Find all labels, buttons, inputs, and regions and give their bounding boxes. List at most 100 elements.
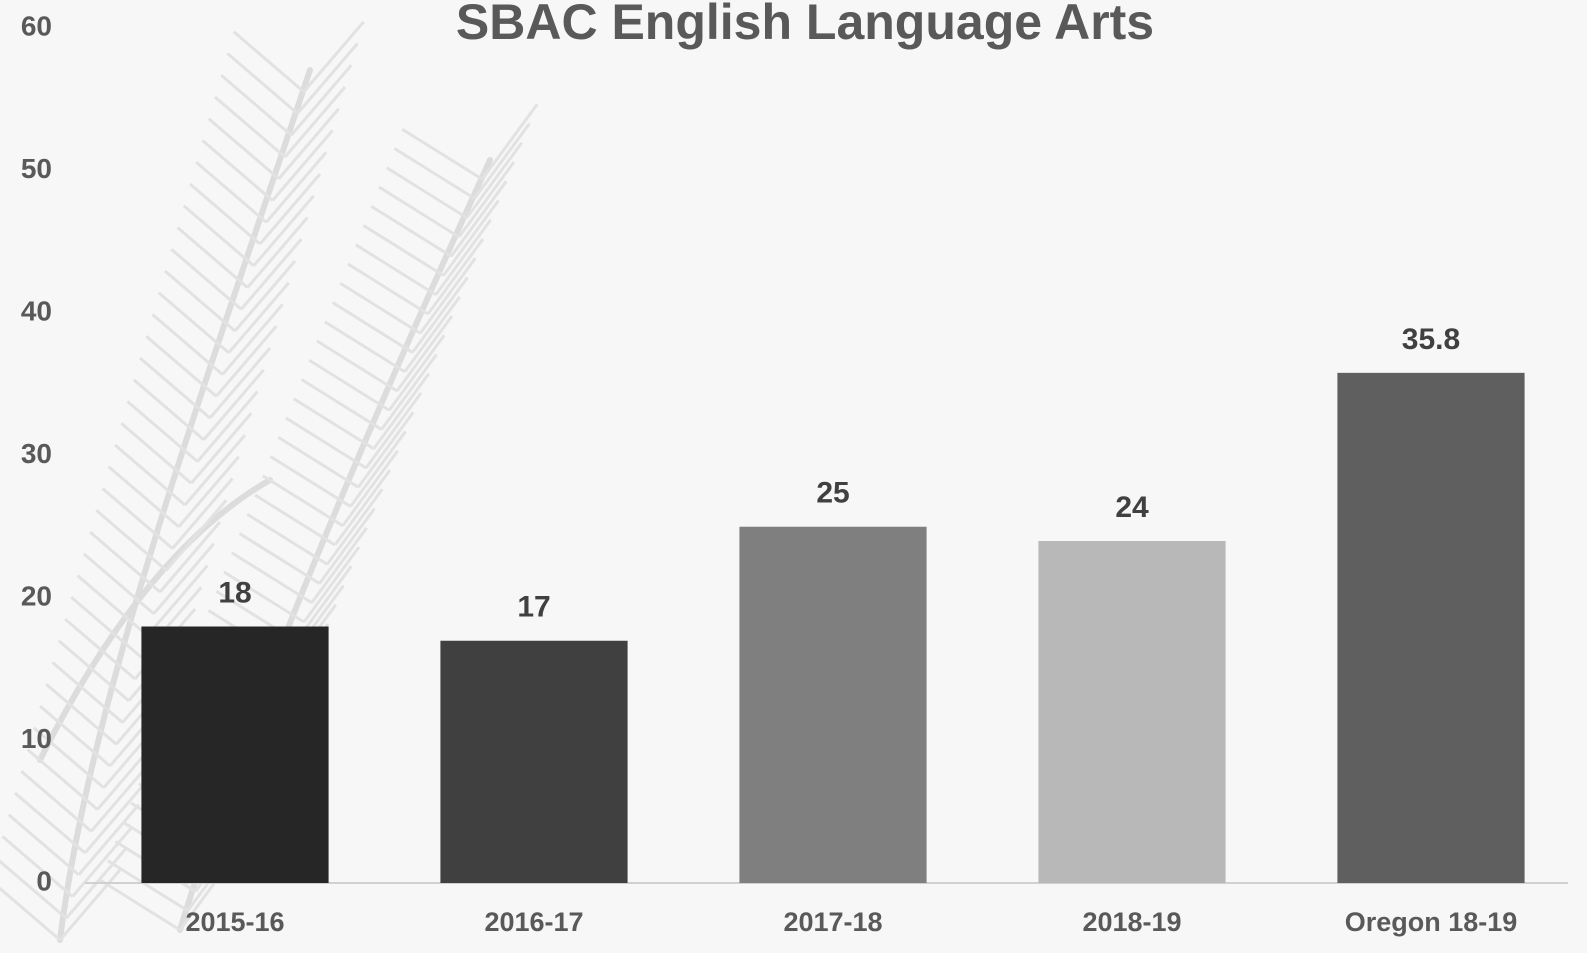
- fern-leaf: [252, 194, 315, 267]
- fern-leaf: [223, 570, 305, 624]
- fern-leaf: [226, 52, 299, 115]
- fern-leaf: [372, 372, 430, 450]
- y-tick-label: 10: [21, 723, 52, 754]
- fern-leaf: [326, 488, 384, 566]
- fern-leaf: [14, 791, 86, 855]
- fern-leaf: [99, 878, 181, 932]
- y-tick-label: 60: [21, 10, 52, 41]
- fern-leaf: [126, 400, 199, 463]
- fern-leaf: [170, 248, 243, 311]
- y-tick-label: 40: [21, 295, 52, 326]
- fern-leaf: [254, 493, 336, 547]
- fern-leaf: [323, 320, 406, 374]
- fern-leaf: [364, 392, 423, 469]
- fern-leaf: [71, 825, 134, 898]
- fern-leaf: [385, 166, 468, 220]
- fern-leaf: [221, 303, 284, 376]
- fern-leaf: [26, 748, 99, 811]
- fern-leaf: [182, 204, 255, 267]
- fern-leaf: [246, 216, 309, 289]
- fern-leaf: [380, 353, 438, 431]
- fern-leaf: [296, 42, 359, 115]
- y-tick-label: 20: [21, 580, 52, 611]
- fern-leaf: [145, 335, 218, 398]
- x-tick-label: 2016-17: [484, 907, 583, 937]
- fern-leaf: [114, 443, 186, 507]
- x-tick-label: 2018-19: [1082, 907, 1181, 937]
- fern-leaf: [58, 869, 122, 941]
- fern-leaf: [195, 161, 268, 224]
- fern-leaf: [82, 552, 155, 615]
- fern-leaf: [233, 260, 297, 332]
- fern-leaf: [290, 64, 353, 137]
- x-tick-label: 2017-18: [783, 907, 882, 937]
- fern-leaf: [227, 281, 290, 354]
- fern-leaf: [331, 301, 414, 354]
- fern-leaf: [220, 74, 293, 137]
- value-label: 18: [218, 576, 251, 609]
- fern-leaf: [465, 141, 523, 219]
- fern-leaf: [277, 435, 360, 489]
- fern-leaf: [403, 295, 461, 373]
- value-label: 35.8: [1402, 323, 1460, 356]
- fern-leaf: [107, 465, 180, 528]
- fern-leaf: [258, 173, 322, 245]
- fern-leaf: [393, 147, 476, 200]
- fern-leaf: [132, 378, 205, 441]
- fern-leaf: [196, 390, 259, 463]
- value-label: 24: [1115, 491, 1149, 524]
- y-tick-label: 30: [21, 438, 52, 469]
- fern-leaf: [302, 20, 365, 93]
- fern-leaf: [45, 683, 118, 746]
- fern-leaf: [419, 257, 477, 335]
- fern-leaf: [283, 86, 347, 158]
- fern-leaf: [151, 313, 224, 376]
- fern-leaf: [146, 564, 209, 637]
- fern-leaf: [232, 30, 305, 93]
- fern-leaf: [120, 422, 193, 485]
- chart-title: SBAC English Language Arts: [456, 0, 1154, 50]
- fern-leaf: [261, 474, 344, 528]
- fern-leaf: [214, 95, 286, 159]
- fern-leaf: [310, 526, 368, 604]
- fern-leaf: [190, 412, 253, 485]
- bar: [1337, 372, 1525, 883]
- fern-leaf: [7, 813, 80, 876]
- fern-leaf: [238, 532, 321, 585]
- fern-leaf: [77, 803, 140, 876]
- fern-leaf: [64, 617, 136, 681]
- fern-leaf: [202, 368, 265, 441]
- fern-leaf: [318, 507, 376, 585]
- fern-leaf: [265, 151, 328, 224]
- fern-leaf: [165, 499, 228, 572]
- fern-leaf: [189, 182, 261, 246]
- bar: [141, 626, 329, 883]
- fern-leaf: [83, 782, 147, 854]
- fern-leaf: [357, 411, 415, 489]
- fern-leaf: [207, 117, 280, 180]
- fern-leaf: [70, 596, 143, 659]
- x-tick-label: 2015-16: [185, 907, 284, 937]
- fern-leaf: [442, 199, 500, 277]
- fern-leaf: [183, 434, 247, 506]
- fern-leaf: [388, 334, 446, 412]
- fern-leaf: [285, 416, 367, 470]
- fern-leaf: [401, 127, 484, 181]
- fern-leaf: [0, 859, 68, 920]
- fern-leaf: [89, 530, 161, 594]
- fern-leaf: [177, 455, 240, 528]
- fern-leaf: [215, 325, 278, 398]
- fern-leaf: [302, 546, 361, 623]
- fern-leaf: [308, 358, 391, 412]
- fern-leaf: [426, 238, 485, 315]
- bar: [1038, 541, 1226, 883]
- fern-leaf: [333, 469, 392, 546]
- fern-leaf: [246, 512, 329, 566]
- fern-stem: [37, 477, 273, 763]
- value-label: 17: [517, 591, 550, 624]
- fern-leaf: [76, 574, 149, 637]
- fern-leaves: [0, 20, 539, 942]
- fern-leaf: [1, 835, 74, 898]
- fern-leaf: [395, 315, 454, 392]
- fern-leaf: [271, 129, 334, 202]
